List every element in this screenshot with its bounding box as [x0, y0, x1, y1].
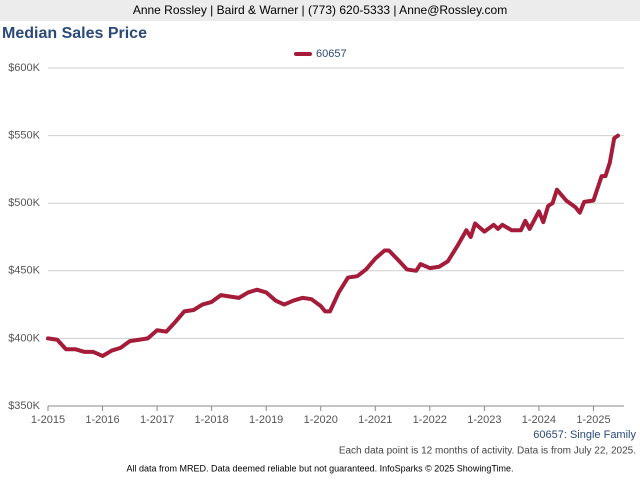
x-tick-label: 1-2017	[140, 414, 174, 426]
y-tick-label: $400K	[8, 332, 40, 344]
legend-label: 60657	[316, 48, 347, 60]
y-tick-label: $550K	[8, 130, 40, 142]
x-tick-label: 1-2021	[358, 414, 392, 426]
footer: All data from MRED. Data deemed reliable…	[126, 463, 513, 473]
series-note: 60657: Single Family	[533, 429, 636, 441]
y-tick-label: $500K	[8, 197, 40, 209]
header-bar	[0, 0, 640, 21]
y-tick-label: $450K	[8, 265, 40, 277]
x-tick-label: 1-2023	[467, 414, 501, 426]
x-tick-label: 1-2015	[31, 414, 65, 426]
x-tick-label: 1-2020	[304, 414, 338, 426]
y-tick-label: $350K	[8, 400, 40, 412]
data-line	[46, 133, 620, 358]
x-tick-label: 1-2022	[413, 414, 447, 426]
x-tick-label: 1-2019	[249, 414, 283, 426]
note: Each data point is 12 months of activity…	[339, 446, 636, 457]
y-tick-label: $600K	[8, 62, 40, 74]
x-tick-label: 1-2016	[85, 414, 119, 426]
x-tick-label: 1-2018	[195, 414, 229, 426]
x-tick-label: 1-2024	[522, 414, 556, 426]
x-tick-label: 1-2025	[576, 414, 610, 426]
chart-title: Median Sales Price	[2, 25, 147, 42]
header: Anne Rossley | Baird & Warner | (773) 62…	[133, 3, 507, 17]
